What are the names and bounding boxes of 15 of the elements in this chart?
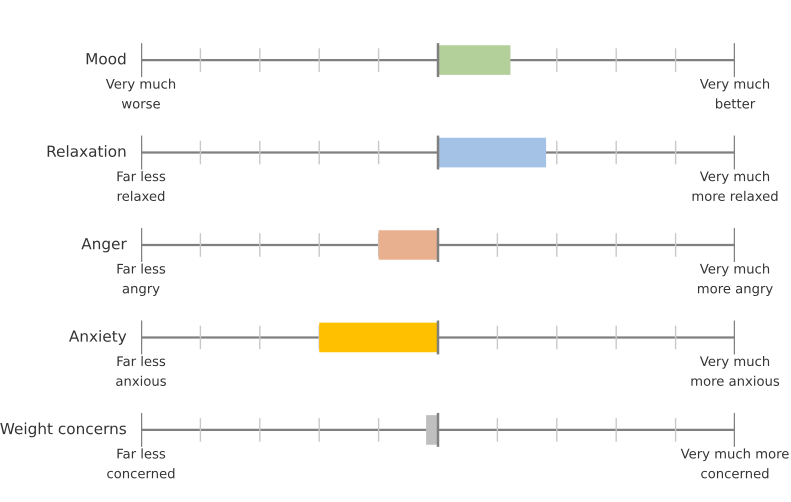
y-tick-label: Anxiety xyxy=(69,330,126,345)
text: Very much more relaxed xyxy=(692,171,778,202)
text: Very much more anxious xyxy=(691,356,780,386)
text: Far less concerned xyxy=(107,448,174,478)
text: Very much more concerned xyxy=(680,448,789,478)
y-tick-label: Relaxation xyxy=(48,145,126,157)
text: Far less relaxed xyxy=(117,171,166,202)
y-tick-label: Mood xyxy=(86,52,126,65)
text: Very much better xyxy=(700,78,770,109)
text: Very much more angry xyxy=(698,263,773,296)
y-tick-label: Weight concerns xyxy=(0,422,126,438)
text: Very much worse xyxy=(106,78,176,109)
y-tick-label: Anger xyxy=(81,238,127,252)
text: Far less angry xyxy=(117,263,166,296)
text: Far less anxious xyxy=(116,356,166,386)
